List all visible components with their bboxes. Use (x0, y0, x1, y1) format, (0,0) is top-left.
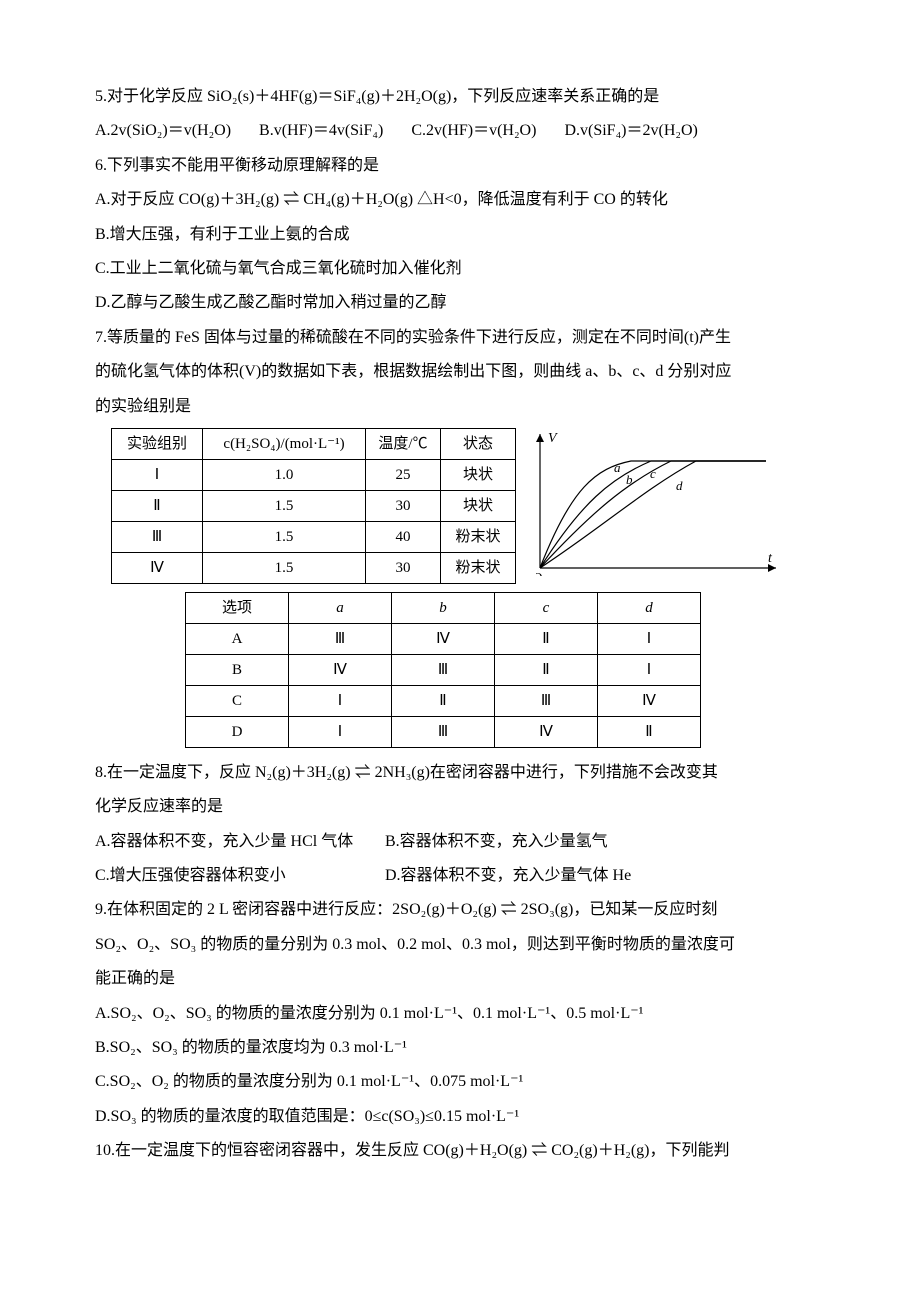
q8-option-c: C.增大压强使容器体积变小 (95, 859, 385, 893)
q9-option-d: D.SO₃ 的物质的量浓度的取值范围是：0≤c(SO₃)≤0.15 mol·L⁻… (95, 1100, 825, 1134)
q8-stem-line2: 化学反应速率的是 (95, 790, 825, 824)
x-axis-label: t (768, 551, 773, 566)
q5-option-a: A.2v(SiO₂)＝v(H₂O) (95, 114, 231, 148)
y-axis-label: V (548, 431, 558, 446)
q6-option-b: B.增大压强，有利于工业上氨的合成 (95, 218, 825, 252)
q6-option-d: D.乙醇与乙酸生成乙酸乙酯时常加入稍过量的乙醇 (95, 286, 825, 320)
q9-option-a: A.SO₂、O₂、SO₃ 的物质的量浓度分别为 0.1 mol·L⁻¹、0.1 … (95, 997, 825, 1031)
q9-option-c: C.SO₂、O₂ 的物质的量浓度分别为 0.1 mol·L⁻¹、0.075 mo… (95, 1065, 825, 1099)
th-a: a (289, 592, 392, 623)
curve-b-label: b (626, 472, 633, 487)
q5-option-c: C.2v(HF)＝v(H₂O) (411, 114, 536, 148)
q9-stem-line3: 能正确的是 (95, 962, 825, 996)
q10-stem: 10.在一定温度下的恒容密闭容器中，发生反应 CO(g)＋H₂O(g) ⇌ CO… (95, 1134, 825, 1168)
q7-stem-line1: 7.等质量的 FeS 固体与过量的稀硫酸在不同的实验条件下进行反应，测定在不同时… (95, 321, 825, 355)
table-header-row: 实验组别 c(H₂SO₄)/(mol·L⁻¹) 温度/℃ 状态 (112, 428, 516, 459)
q7-data-table: 实验组别 c(H₂SO₄)/(mol·L⁻¹) 温度/℃ 状态 Ⅰ1.025块状… (111, 428, 516, 584)
th-state: 状态 (441, 428, 516, 459)
table-row: Ⅲ1.540粉末状 (112, 521, 516, 552)
q5-option-d: D.v(SiF₄)＝2v(H₂O) (564, 114, 697, 148)
q8-option-d: D.容器体积不变，充入少量气体 He (385, 859, 825, 893)
th-d: d (598, 592, 701, 623)
q9-stem-line2: SO₂、O₂、SO₃ 的物质的量分别为 0.3 mol、0.2 mol、0.3 … (95, 928, 825, 962)
th-option: 选项 (186, 592, 289, 623)
th-temp: 温度/℃ (366, 428, 441, 459)
q5-options: A.2v(SiO₂)＝v(H₂O) B.v(HF)＝4v(SiF₄) C.2v(… (95, 114, 825, 148)
table-header-row: 选项 a b c d (186, 592, 701, 623)
q7-stem-line2: 的硫化氢气体的体积(V)的数据如下表，根据数据绘制出下图，则曲线 a、b、c、d… (95, 355, 825, 389)
curve-c-label: c (650, 466, 656, 481)
origin-label: O (536, 571, 542, 576)
q6-option-a: A.对于反应 CO(g)＋3H₂(g) ⇌ CH₄(g)＋H₂O(g) △H<0… (95, 183, 825, 217)
table-row: BⅣⅢⅡⅠ (186, 654, 701, 685)
q6-option-c: C.工业上二氧化硫与氧气合成三氧化硫时加入催化剂 (95, 252, 825, 286)
q5-option-b: B.v(HF)＝4v(SiF₄) (259, 114, 383, 148)
q8-option-a: A.容器体积不变，充入少量 HCl 气体 (95, 825, 385, 859)
q7-stem-line3: 的实验组别是 (95, 390, 825, 424)
q8-stem-line1: 8.在一定温度下，反应 N₂(g)＋3H₂(g) ⇌ 2NH₃(g)在密闭容器中… (95, 756, 825, 790)
table-row: Ⅰ1.025块状 (112, 459, 516, 490)
table-row: Ⅳ1.530粉末状 (112, 552, 516, 583)
q9-stem-line1: 9.在体积固定的 2 L 密闭容器中进行反应：2SO₂(g)＋O₂(g) ⇌ 2… (95, 893, 825, 927)
th-b: b (392, 592, 495, 623)
q7-options-table: 选项 a b c d AⅢⅣⅡⅠ BⅣⅢⅡⅠ CⅠⅡⅢⅣ DⅠⅢⅣⅡ (185, 592, 701, 748)
q5-stem: 5.对于化学反应 SiO₂(s)＋4HF(g)＝SiF₄(g)＋2H₂O(g)，… (95, 80, 825, 114)
table-row: Ⅱ1.530块状 (112, 490, 516, 521)
th-c: c (495, 592, 598, 623)
table-row: DⅠⅢⅣⅡ (186, 716, 701, 747)
th-conc: c(H₂SO₄)/(mol·L⁻¹) (203, 428, 366, 459)
q8-option-b: B.容器体积不变，充入少量氢气 (385, 825, 825, 859)
table-row: CⅠⅡⅢⅣ (186, 685, 701, 716)
curve-d-label: d (676, 478, 683, 493)
y-axis-arrow-icon (536, 434, 544, 442)
q6-stem: 6.下列事实不能用平衡移动原理解释的是 (95, 149, 825, 183)
q9-option-b: B.SO₂、SO₃ 的物质的量浓度均为 0.3 mol·L⁻¹ (95, 1031, 825, 1065)
table-row: AⅢⅣⅡⅠ (186, 623, 701, 654)
q7-vt-chart: V t O a b c d (536, 428, 786, 576)
curve-a-label: a (614, 460, 621, 475)
th-group: 实验组别 (112, 428, 203, 459)
